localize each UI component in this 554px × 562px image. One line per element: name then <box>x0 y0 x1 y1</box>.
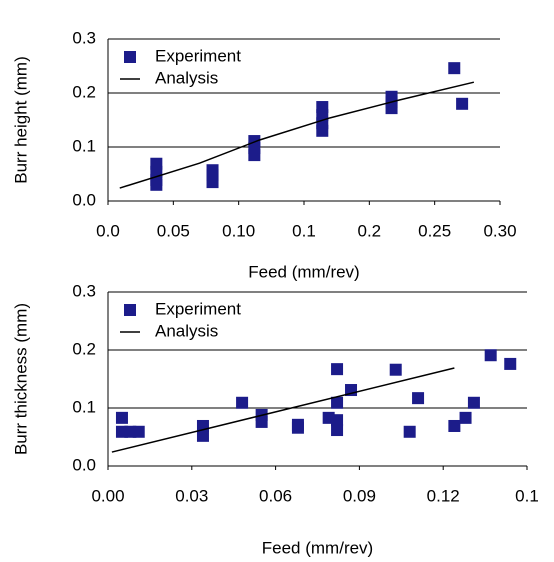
data-point <box>448 62 461 75</box>
x-tick-label: 0.2 <box>358 221 382 240</box>
data-point <box>196 429 209 442</box>
data-point <box>484 349 497 362</box>
data-point <box>385 102 398 115</box>
legend-marker <box>124 51 136 63</box>
y-tick-label: 0.3 <box>72 281 96 300</box>
data-point <box>331 414 344 427</box>
data-point <box>236 396 249 409</box>
data-point <box>456 97 469 110</box>
data-point <box>206 176 219 189</box>
y-tick-label: 0.3 <box>72 28 96 47</box>
y-axis-label: Burr thickness (mm) <box>11 303 30 455</box>
x-axis-label: Feed (mm/rev) <box>262 538 373 557</box>
legend-label: Analysis <box>155 321 218 340</box>
data-point <box>403 425 416 438</box>
data-point <box>132 425 145 438</box>
data-point <box>331 424 344 437</box>
legend-label: Experiment <box>155 46 241 65</box>
x-tick-label: 0.1 <box>292 221 316 240</box>
data-point <box>389 363 402 376</box>
data-point <box>331 396 344 409</box>
x-tick-label: 0.25 <box>418 221 451 240</box>
data-point <box>459 411 472 424</box>
x-tick-label: 0.03 <box>175 486 208 505</box>
legend-label: Experiment <box>155 299 241 318</box>
y-tick-label: 0.1 <box>72 136 96 155</box>
y-axis-label: Burr height (mm) <box>11 56 30 184</box>
data-point <box>316 124 329 137</box>
y-tick-label: 0.2 <box>72 82 96 101</box>
data-point <box>115 411 128 424</box>
x-tick-label: 0.12 <box>427 486 460 505</box>
x-tick-label: 0.10 <box>222 221 255 240</box>
data-point <box>291 421 304 434</box>
data-point <box>331 363 344 376</box>
y-tick-label: 0.0 <box>72 455 96 474</box>
legend-label: Analysis <box>155 68 218 87</box>
data-point <box>504 357 517 370</box>
data-point <box>448 419 461 432</box>
data-point <box>412 392 425 405</box>
x-tick-label: 0.06 <box>259 486 292 505</box>
data-point <box>467 396 480 409</box>
data-line <box>119 81 475 189</box>
x-tick-label: 0.09 <box>343 486 376 505</box>
data-point <box>150 178 163 191</box>
data-line <box>111 367 455 453</box>
y-tick-label: 0.2 <box>72 339 96 358</box>
data-point <box>316 117 329 130</box>
y-tick-label: 0.0 <box>72 190 96 209</box>
x-tick-label: 0.0 <box>96 221 120 240</box>
x-tick-label: 0.00 <box>91 486 124 505</box>
y-tick-label: 0.1 <box>72 397 96 416</box>
data-point <box>255 415 268 428</box>
x-tick-label: 0.30 <box>483 221 516 240</box>
data-point <box>248 149 261 162</box>
x-axis-label: Feed (mm/rev) <box>248 262 359 281</box>
x-tick-label: 0.1 <box>515 486 539 505</box>
legend-marker <box>124 304 136 316</box>
x-tick-label: 0.05 <box>157 221 190 240</box>
